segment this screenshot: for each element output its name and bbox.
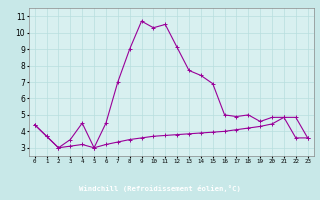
Text: Windchill (Refroidissement éolien,°C): Windchill (Refroidissement éolien,°C) (79, 185, 241, 192)
